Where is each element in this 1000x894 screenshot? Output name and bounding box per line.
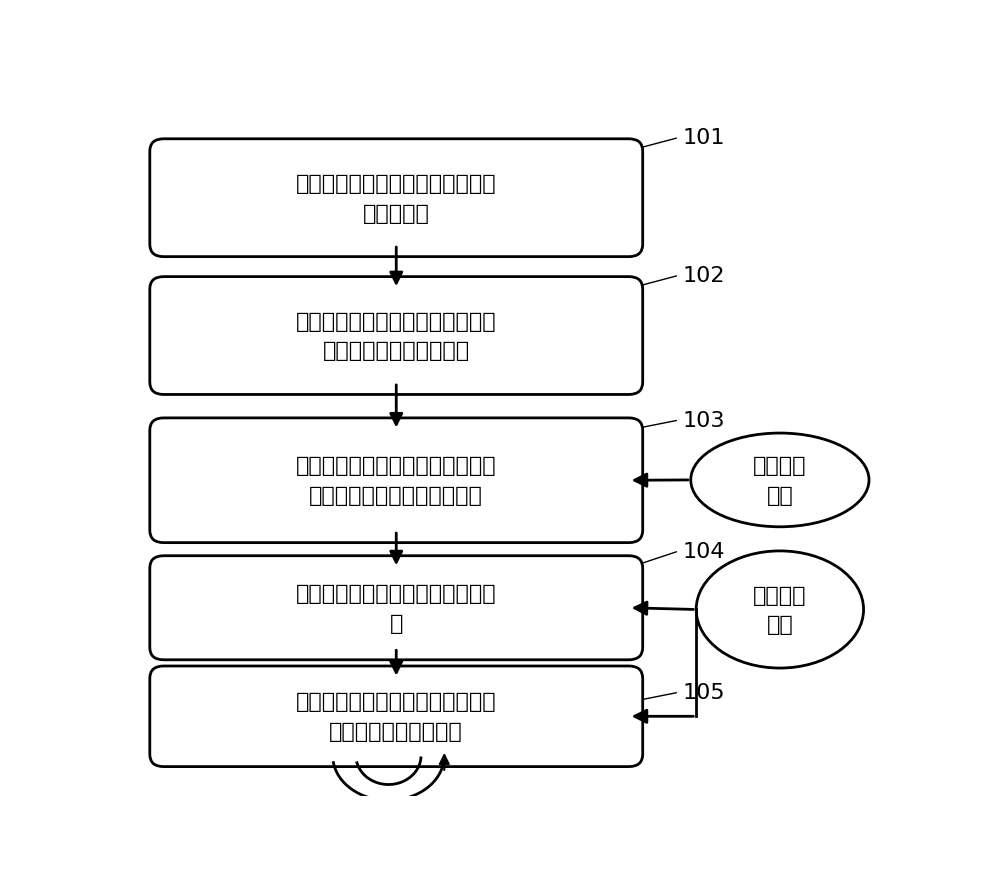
FancyBboxPatch shape xyxy=(150,556,643,660)
Ellipse shape xyxy=(696,552,864,669)
Text: 104: 104 xyxy=(683,541,726,561)
FancyBboxPatch shape xyxy=(150,666,643,767)
FancyBboxPatch shape xyxy=(150,418,643,543)
FancyBboxPatch shape xyxy=(150,277,643,395)
Text: 根据层次化知识概念体系计算目标
文档集的领域、尺度特征: 根据层次化知识概念体系计算目标 文档集的领域、尺度特征 xyxy=(296,311,497,361)
Text: 用户检索
需求: 用户检索 需求 xyxy=(753,456,807,505)
FancyBboxPatch shape xyxy=(150,139,643,257)
Text: 101: 101 xyxy=(683,128,726,148)
Text: 用户交互
操作: 用户交互 操作 xyxy=(753,585,807,635)
Text: 建立目标文档集合，构建层次化知
识概念体系: 建立目标文档集合，构建层次化知 识概念体系 xyxy=(296,173,497,224)
Text: 提供基于信息地图的用户交互解决
方案，以优化检索结果: 提供基于信息地图的用户交互解决 方案，以优化检索结果 xyxy=(296,692,497,741)
Text: 102: 102 xyxy=(683,266,726,286)
Text: 通过数据可视化技术，生成信息地
图: 通过数据可视化技术，生成信息地 图 xyxy=(296,583,497,633)
Text: 105: 105 xyxy=(683,682,726,703)
Text: 计算用户检索需求的领域与尺度特
征，生成初始检索结果并排序: 计算用户检索需求的领域与尺度特 征，生成初始检索结果并排序 xyxy=(296,456,497,505)
Text: 103: 103 xyxy=(683,410,726,431)
Ellipse shape xyxy=(691,434,869,527)
